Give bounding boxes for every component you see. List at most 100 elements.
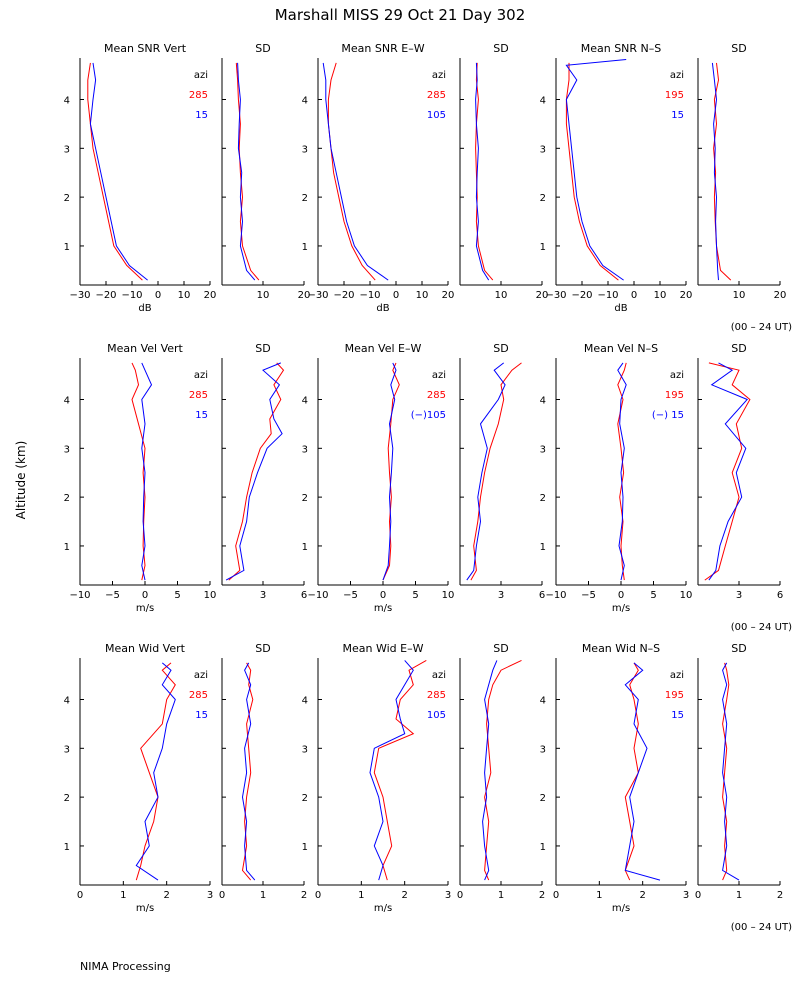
legend-entry: 285 bbox=[427, 690, 446, 701]
x-tick-label: 1 bbox=[498, 890, 504, 901]
legend-entry: 15 bbox=[195, 410, 208, 421]
y-tick-label: 2 bbox=[540, 193, 546, 204]
x-tick-label: 5 bbox=[412, 590, 418, 601]
x-axis-label: dB bbox=[376, 303, 389, 314]
x-tick-label: −10 bbox=[359, 290, 380, 301]
x-tick-label: −10 bbox=[121, 290, 142, 301]
x-tick-label: 10 bbox=[495, 290, 508, 301]
x-tick-label: 6 bbox=[539, 590, 545, 601]
legend-header: azi bbox=[432, 670, 446, 681]
y-tick-label: 4 bbox=[64, 395, 70, 406]
panel-title: SD bbox=[493, 642, 508, 655]
time-range-label-row3: (00 – 24 UT) bbox=[731, 922, 792, 933]
panel-title: Mean Vel N–S bbox=[584, 342, 658, 355]
y-tick-label: 1 bbox=[64, 242, 70, 253]
series-line-blue bbox=[369, 660, 414, 881]
y-tick-label: 2 bbox=[64, 193, 70, 204]
x-tick-label: 10 bbox=[680, 590, 693, 601]
x-tick-label: 3 bbox=[260, 590, 266, 601]
x-tick-label: 5 bbox=[650, 590, 656, 601]
x-tick-label: 0 bbox=[631, 290, 637, 301]
legend-entry: (−) 15 bbox=[652, 410, 684, 421]
legend-entry: 285 bbox=[189, 90, 208, 101]
x-tick-label: 6 bbox=[301, 590, 307, 601]
chart-panel-1: Mean SNR Vert −30 −20 −10 0 10 20 1 2 3 4 dB azi 285 1… bbox=[64, 42, 217, 314]
x-tick-label: 1 bbox=[358, 890, 364, 901]
chart-panel-14: SD 0 1 2 bbox=[219, 642, 307, 901]
x-tick-label: −10 bbox=[69, 590, 90, 601]
legend-header: azi bbox=[432, 70, 446, 81]
y-tick-label: 4 bbox=[64, 95, 70, 106]
legend-entry: 195 bbox=[665, 90, 684, 101]
legend-header: azi bbox=[194, 370, 208, 381]
chart-panel-10: SD 3 6 bbox=[459, 342, 545, 601]
chart-panel-11: Mean Vel N–S −10 −5 0 5 10 1 2 3 4 m/s azi 195 (−) 15 bbox=[540, 342, 693, 614]
series-line-blue bbox=[237, 62, 256, 281]
series-line-blue bbox=[482, 660, 498, 881]
series-line-red bbox=[228, 362, 285, 581]
y-tick-label: 3 bbox=[302, 744, 308, 755]
x-tick-label: 0 bbox=[142, 590, 148, 601]
chart-panel-15: Mean Wid E–W 0 1 2 3 1 2 3 4 m/s azi 285 105 bbox=[302, 642, 452, 914]
y-tick-label: 2 bbox=[302, 793, 308, 804]
series-line-red bbox=[470, 362, 522, 581]
series-line-blue bbox=[708, 362, 749, 581]
x-tick-label: 0 bbox=[618, 590, 624, 601]
x-tick-label: −5 bbox=[343, 590, 358, 601]
series-line-blue bbox=[475, 62, 490, 281]
panel-title: SD bbox=[255, 342, 270, 355]
legend-header: azi bbox=[432, 370, 446, 381]
x-tick-label: 3 bbox=[207, 890, 213, 901]
x-tick-label: −20 bbox=[333, 290, 354, 301]
series-line-red bbox=[624, 662, 639, 881]
x-tick-label: 0 bbox=[155, 290, 161, 301]
y-tick-label: 3 bbox=[540, 444, 546, 455]
x-tick-label: 10 bbox=[257, 290, 270, 301]
series-line-blue bbox=[322, 62, 389, 281]
x-tick-label: 10 bbox=[416, 290, 429, 301]
series-line-red bbox=[722, 662, 730, 881]
chart-panel-6: SD 10 20 bbox=[697, 42, 786, 301]
x-tick-label: −5 bbox=[581, 590, 596, 601]
x-tick-label: −10 bbox=[597, 290, 618, 301]
series-line-red bbox=[87, 62, 143, 281]
x-tick-label: 20 bbox=[298, 290, 311, 301]
series-line-red bbox=[382, 362, 400, 581]
footer-text: NIMA Processing bbox=[80, 960, 171, 973]
x-tick-label: 20 bbox=[442, 290, 455, 301]
series-line-blue bbox=[722, 662, 740, 881]
x-tick-label: 0 bbox=[393, 290, 399, 301]
x-tick-label: 2 bbox=[777, 890, 783, 901]
legend-entry: 285 bbox=[427, 390, 446, 401]
x-tick-label: 5 bbox=[174, 590, 180, 601]
x-axis-label: m/s bbox=[374, 603, 392, 614]
x-tick-label: 10 bbox=[733, 290, 746, 301]
x-tick-label: 10 bbox=[204, 590, 217, 601]
legend-entry: 15 bbox=[671, 110, 684, 121]
x-axis-label: m/s bbox=[136, 603, 154, 614]
series-line-blue bbox=[225, 362, 283, 581]
panel-title: Mean Wid Vert bbox=[105, 642, 186, 655]
x-tick-label: 2 bbox=[639, 890, 645, 901]
legend-entry: 105 bbox=[427, 110, 446, 121]
series-line-red bbox=[135, 662, 176, 881]
x-tick-label: 2 bbox=[539, 890, 545, 901]
y-tick-label: 2 bbox=[540, 793, 546, 804]
series-line-red bbox=[241, 662, 254, 881]
x-axis-label: dB bbox=[614, 303, 627, 314]
series-line-blue bbox=[141, 362, 153, 581]
chart-panel-13: Mean Wid Vert 0 1 2 3 1 2 3 4 m/s azi 285 15 bbox=[64, 642, 214, 914]
y-tick-label: 3 bbox=[64, 444, 70, 455]
y-tick-label: 3 bbox=[540, 744, 546, 755]
time-range-label-row2: (00 – 24 UT) bbox=[731, 622, 792, 633]
x-tick-label: −30 bbox=[69, 290, 90, 301]
x-tick-label: 0 bbox=[315, 890, 321, 901]
series-line-red bbox=[131, 362, 146, 581]
panel-title: SD bbox=[731, 642, 746, 655]
y-tick-label: 2 bbox=[302, 493, 308, 504]
series-line-blue bbox=[89, 62, 148, 281]
series-line-red bbox=[484, 659, 522, 881]
x-tick-label: 0 bbox=[219, 890, 225, 901]
x-tick-label: 20 bbox=[680, 290, 693, 301]
panel-title: SD bbox=[731, 42, 746, 55]
